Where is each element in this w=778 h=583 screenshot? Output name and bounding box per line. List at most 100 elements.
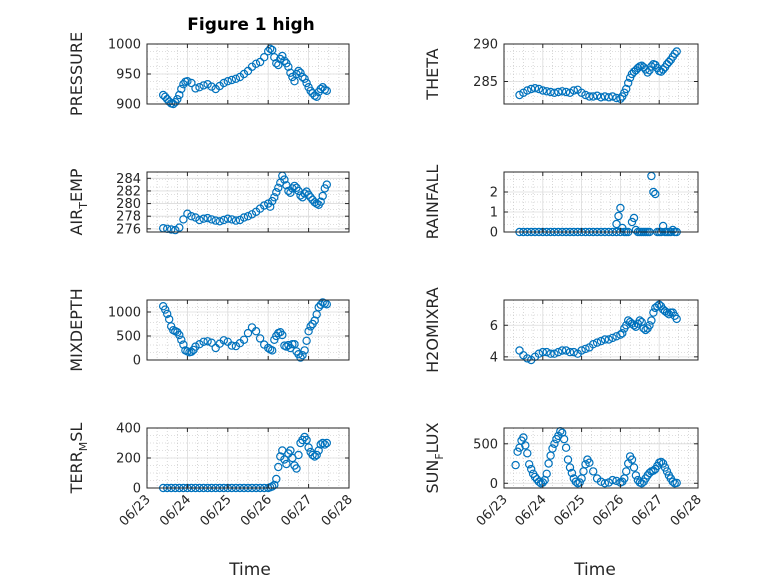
- y-tick-label: 290: [473, 38, 498, 53]
- data-point: [290, 181, 299, 191]
- data-point: [320, 85, 329, 94]
- data-point: [282, 459, 291, 469]
- data-point: [316, 197, 325, 206]
- y-tick-label: 1: [490, 206, 498, 221]
- data-point: [251, 59, 261, 69]
- data-point: [223, 76, 232, 86]
- y-axis-label: THETA: [423, 48, 442, 100]
- data-point: [195, 215, 204, 225]
- data-point: [286, 446, 295, 455]
- data-point: [581, 344, 590, 354]
- data-point: [160, 305, 170, 314]
- data-point: [296, 191, 305, 200]
- data-point: [207, 338, 216, 347]
- data-point: [592, 338, 602, 347]
- data-point: [534, 349, 544, 358]
- data-point: [672, 314, 681, 324]
- data-point: [280, 175, 289, 184]
- data-point: [166, 225, 176, 234]
- data-point: [318, 191, 327, 201]
- minor-grid: [503, 172, 698, 232]
- data-point: [521, 441, 530, 450]
- data-point: [260, 201, 269, 210]
- data-point: [187, 211, 196, 221]
- data-point: [544, 459, 553, 468]
- data-point: [523, 449, 532, 458]
- data-point: [308, 450, 317, 460]
- data-point: [274, 60, 283, 70]
- data-point: [589, 340, 598, 349]
- data-point: [304, 327, 313, 336]
- y-tick-label: 285: [473, 75, 498, 90]
- data-point: [231, 74, 241, 84]
- data-point: [647, 316, 656, 325]
- data-point: [585, 458, 594, 467]
- y-axis-label: PRESSURE: [67, 32, 86, 116]
- y-tick-label: 1000: [108, 38, 141, 53]
- data-point: [316, 440, 325, 449]
- data-point: [272, 474, 281, 484]
- data-point: [322, 438, 331, 448]
- data-point: [219, 215, 228, 225]
- data-point: [608, 333, 617, 343]
- data-point: [631, 471, 641, 480]
- data-point: [270, 53, 279, 62]
- data-point: [266, 44, 275, 54]
- y-tick-label: 1000: [108, 306, 141, 321]
- y-tick-label: 4: [490, 350, 498, 365]
- y-tick-label: 950: [116, 68, 141, 83]
- data-point: [280, 455, 289, 464]
- y-axis-label-subscript: T: [77, 202, 90, 210]
- data-point: [662, 467, 672, 476]
- data-point: [558, 346, 567, 355]
- subplot-2: 285 290 THETA: [423, 38, 699, 105]
- data-point: [600, 479, 610, 488]
- data-series: [158, 298, 331, 362]
- data-point: [304, 190, 313, 199]
- data-point: [608, 92, 617, 101]
- data-point: [304, 443, 313, 452]
- data-point: [219, 336, 228, 345]
- y-axis-label-rest: SL: [67, 423, 86, 442]
- data-point: [649, 308, 658, 317]
- data-point: [527, 464, 536, 474]
- data-point: [322, 300, 331, 309]
- data-point: [525, 460, 534, 469]
- data-point: [575, 478, 584, 487]
- data-point: [592, 91, 602, 100]
- subplot-6: 4 6 H2OMIXRA: [423, 287, 699, 373]
- data-point: [203, 337, 212, 346]
- data-point: [548, 444, 557, 453]
- data-point: [187, 78, 196, 88]
- y-tick-label: 0: [490, 477, 498, 492]
- data-point: [550, 439, 559, 448]
- axes-box: [503, 171, 699, 233]
- y-tick-label: 284: [116, 172, 141, 187]
- data-point: [561, 443, 571, 452]
- data-point: [542, 347, 551, 357]
- data-point: [589, 467, 598, 476]
- data-point: [298, 351, 307, 360]
- data-point: [300, 74, 309, 84]
- y-tick-label: 280: [116, 197, 141, 212]
- data-point: [235, 215, 245, 225]
- y-tick-label: 2: [490, 186, 498, 201]
- data-point: [596, 477, 606, 486]
- data-point: [565, 347, 575, 357]
- data-point: [199, 81, 208, 90]
- data-point: [191, 84, 200, 93]
- data-point: [530, 83, 540, 93]
- y-axis-label-main: THETA: [423, 48, 442, 100]
- data-point: [581, 90, 590, 100]
- data-point: [302, 78, 311, 88]
- data-point: [664, 310, 674, 319]
- data-point: [310, 452, 319, 461]
- y-axis-label: TERRMSL: [67, 423, 90, 495]
- data-point: [270, 193, 279, 202]
- data-point: [227, 75, 236, 85]
- data-point: [286, 68, 295, 78]
- data-point: [631, 225, 641, 235]
- data-point: [207, 215, 216, 224]
- y-axis-label-main: H2OMIXRA: [423, 287, 442, 373]
